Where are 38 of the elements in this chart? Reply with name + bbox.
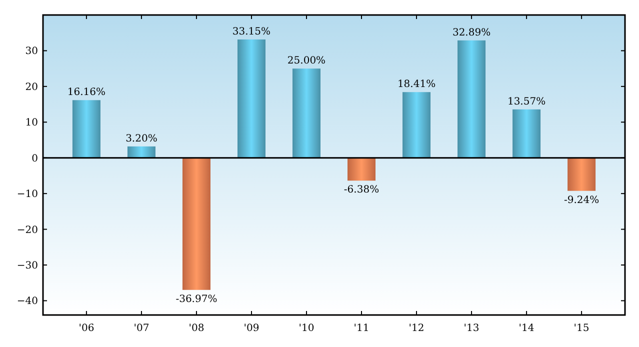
data-label: 33.15% (232, 26, 271, 38)
data-label: 13.57% (507, 96, 546, 108)
data-label: 16.16% (67, 87, 106, 98)
x-tick-label: '10 (298, 323, 314, 334)
y-tick-label: −20 (16, 224, 38, 236)
x-tick-label: '15 (574, 323, 590, 334)
data-label: 25.00% (287, 56, 326, 67)
x-tick-label: '06 (78, 323, 94, 334)
y-tick-label: −30 (16, 260, 38, 272)
data-label: -6.38% (344, 184, 380, 196)
y-tick-label: 30 (25, 46, 38, 58)
y-tick-label: −40 (16, 296, 38, 308)
bar (348, 158, 376, 181)
x-tick-label: '08 (188, 323, 204, 334)
y-tick-label: −10 (16, 189, 38, 200)
bar (182, 158, 210, 290)
x-tick-label: '11 (354, 323, 370, 334)
bar (402, 92, 431, 158)
x-tick-label: '12 (408, 323, 424, 334)
bar (292, 68, 320, 158)
bar (237, 39, 266, 158)
y-tick-label: 0 (32, 153, 38, 164)
data-label: 18.41% (397, 79, 436, 90)
x-tick-label: '14 (518, 323, 534, 334)
x-tick-label: '07 (134, 323, 150, 334)
bar (458, 40, 486, 158)
bar (127, 146, 156, 158)
y-tick-label: 20 (25, 82, 38, 93)
x-tick-label: '13 (464, 323, 480, 334)
data-label: -9.24% (564, 194, 600, 206)
data-label: -36.97% (176, 294, 218, 305)
bar (568, 158, 596, 191)
data-label: 3.20% (126, 133, 158, 144)
bar (72, 100, 100, 158)
bar (512, 109, 541, 158)
x-tick-label: '09 (244, 323, 260, 334)
data-label: 32.89% (452, 27, 491, 38)
y-tick-label: 10 (25, 118, 38, 129)
